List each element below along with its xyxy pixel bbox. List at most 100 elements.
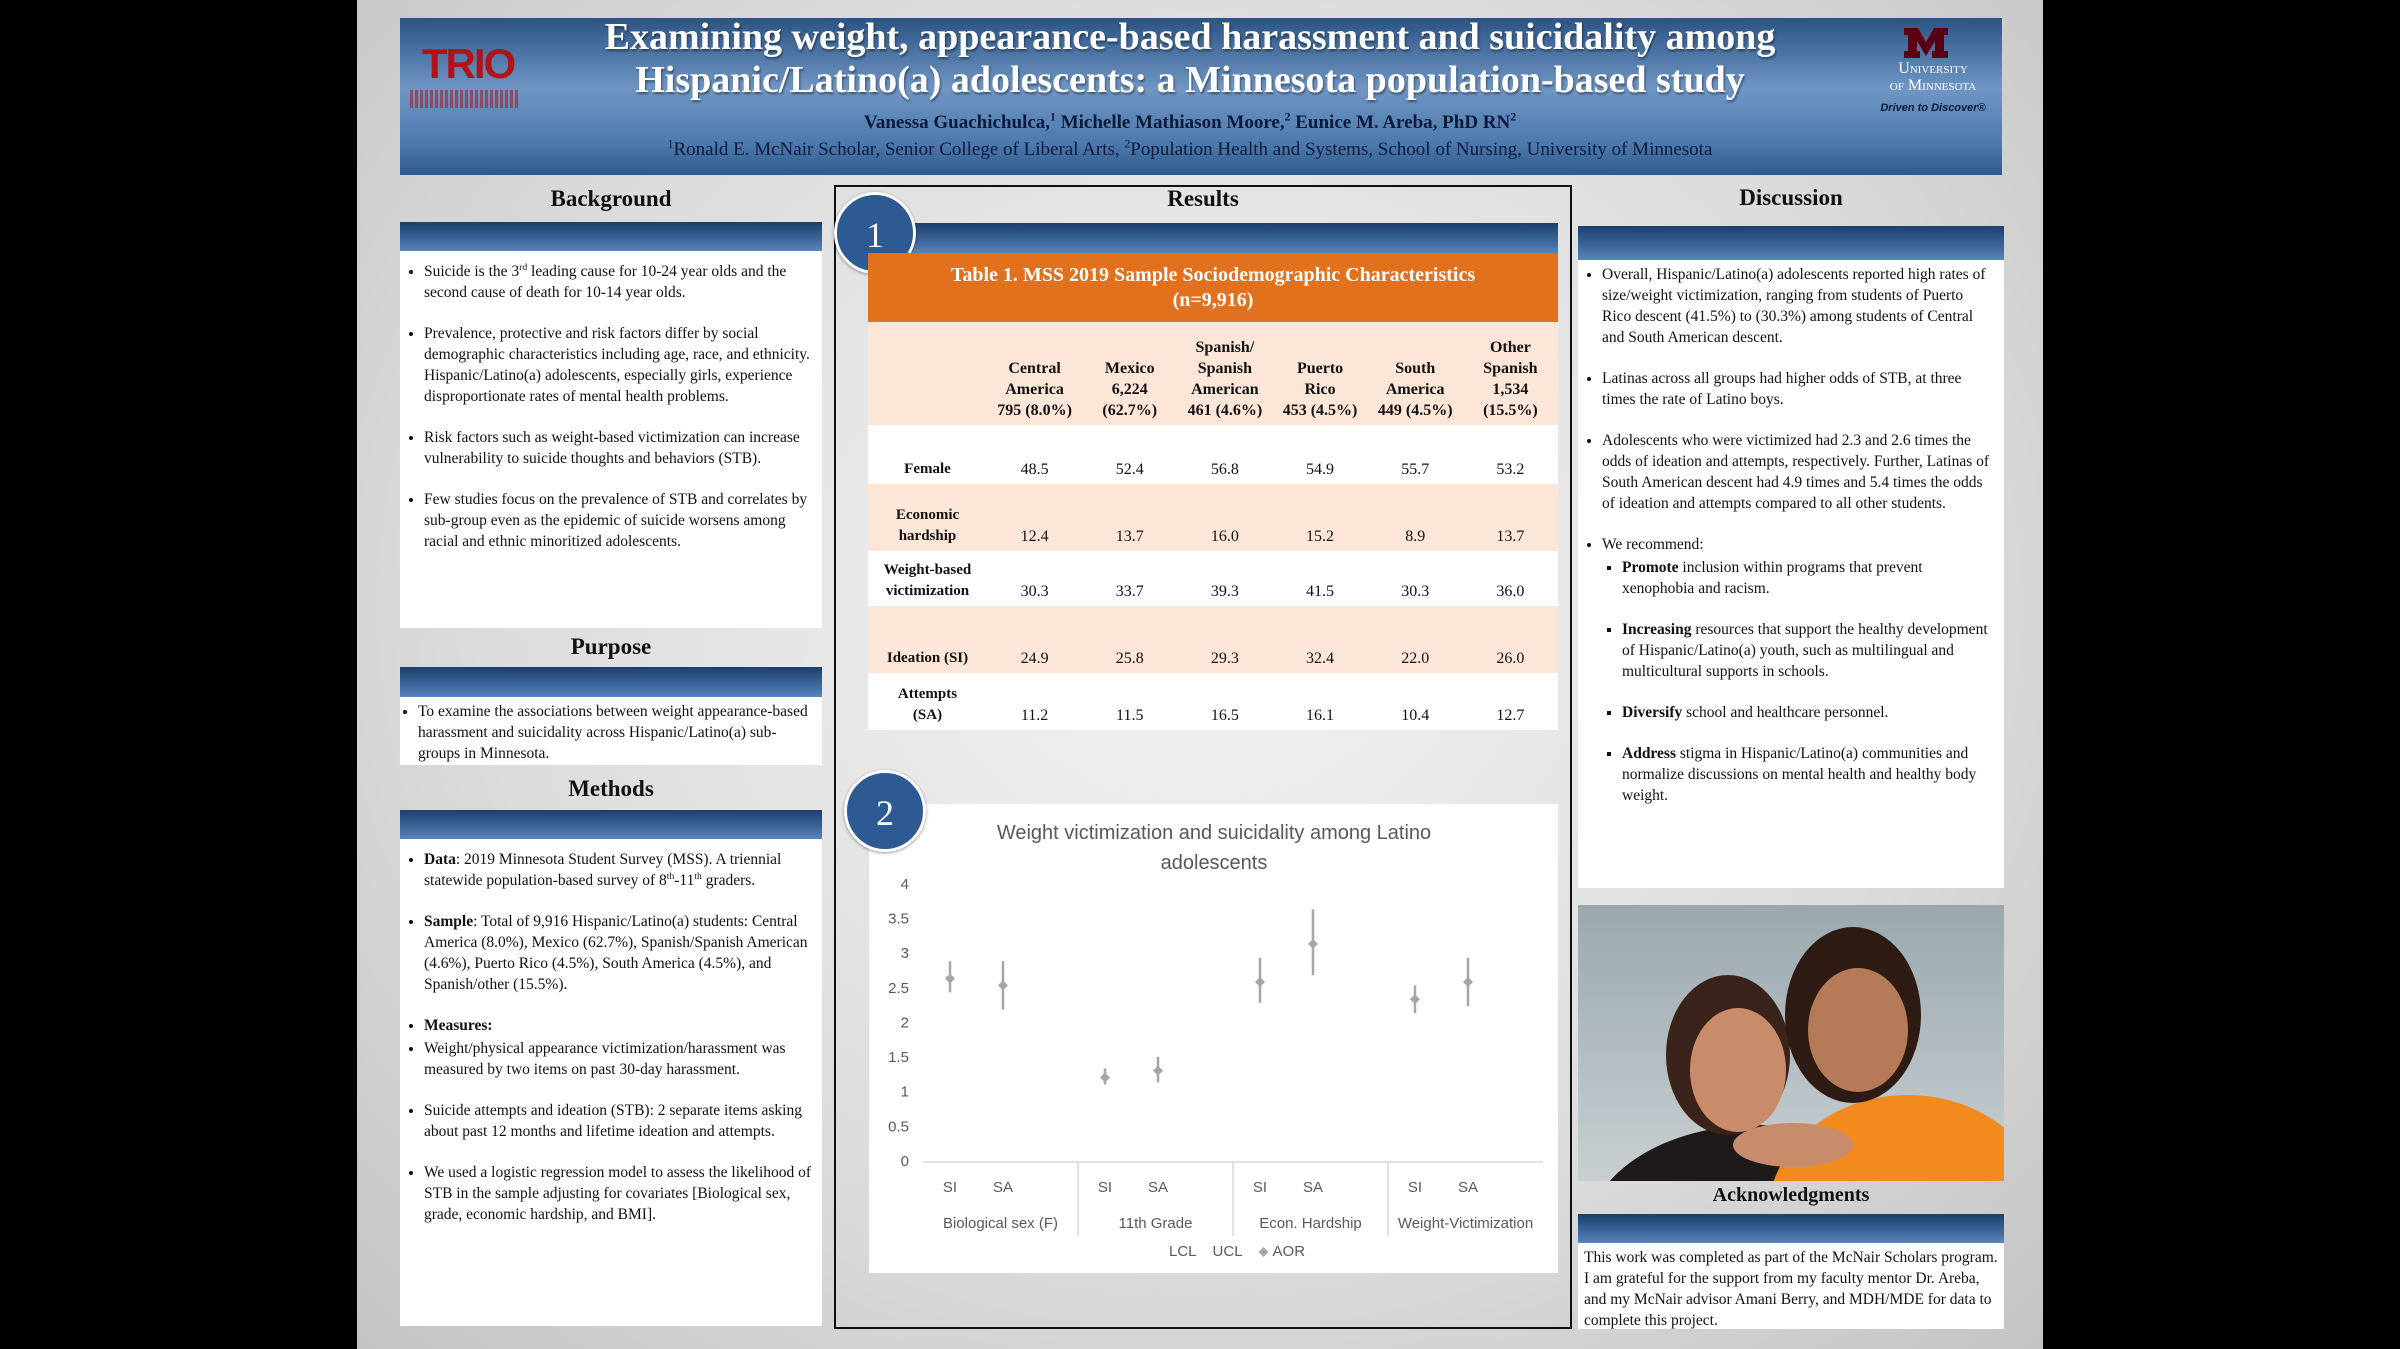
aor-marker — [1255, 976, 1265, 987]
table-cell: 13.7 — [1082, 484, 1178, 551]
text-run: Risk factors such as weight-based victim… — [424, 429, 800, 467]
text-run: resources that support the healthy devel… — [1622, 621, 1988, 680]
text-run: Overall, Hispanic/Latino(a) adolescents … — [1602, 266, 1986, 346]
photo-illustration — [1609, 927, 2004, 1181]
bullet: Prevalence, protective and risk factors … — [424, 323, 812, 407]
section-bar — [1578, 1214, 2004, 1243]
methods-box: Data: 2019 Minnesota Student Survey (MSS… — [400, 839, 822, 1326]
text-run: rd — [519, 261, 528, 273]
aor-marker — [1308, 938, 1318, 949]
row-label: Weight-based victimization — [868, 551, 987, 606]
row-label: Economic hardship — [868, 484, 987, 551]
text-run: school and healthcare personnel. — [1682, 704, 1889, 721]
section-bar — [400, 810, 822, 839]
umn-m-shape — [1904, 28, 1948, 58]
aor-marker — [945, 973, 955, 984]
table-cell: 24.9 — [987, 606, 1083, 673]
bullet: Suicide attempts and ideation (STB): 2 s… — [424, 1100, 812, 1142]
row-label: Attempts (SA) — [868, 673, 987, 730]
bullet-list: Suicide is the 3rd leading cause for 10-… — [400, 251, 822, 552]
bullet: Risk factors such as weight-based victim… — [424, 427, 812, 469]
bullet: Few studies focus on the prevalence of S… — [424, 489, 812, 552]
section-bar — [1578, 226, 2004, 260]
table-cell: 16.1 — [1272, 673, 1368, 730]
bullet-list: To examine the associations between weig… — [400, 697, 822, 764]
sub-bullet: Address stigma in Hispanic/Latino(a) com… — [1622, 743, 1990, 806]
y-tick-label: 3.5 — [888, 911, 909, 928]
table-cell: 8.9 — [1367, 484, 1463, 551]
table-row: Weight-based victimization 30.3 33.7 39.3 41… — [868, 551, 1558, 606]
authors: Vanessa Guachichulca,1 Michelle Mathiaso… — [520, 110, 1860, 134]
text-run: Promote — [1622, 559, 1679, 576]
text-run: Prevalence, protective and risk factors … — [424, 325, 810, 405]
text-run: Increasing — [1622, 621, 1692, 638]
column-header: Mexico 6,224 (62.7%) — [1082, 322, 1178, 425]
sub-bullet: Increasing resources that support the he… — [1622, 619, 1990, 682]
text-run: We recommend: — [1602, 536, 1704, 553]
text-run: Suicide is the 3 — [424, 263, 520, 280]
aor-marker — [998, 980, 1008, 991]
table-cell: 33.7 — [1082, 551, 1178, 606]
results-frame — [834, 185, 1572, 1329]
bullet: Data: 2019 Minnesota Student Survey (MSS… — [424, 849, 812, 891]
bullet: Latinas across all groups had higher odd… — [1602, 368, 1994, 410]
legend-marker — [1258, 1247, 1269, 1257]
group-label: Biological sex (F) — [943, 1215, 1058, 1232]
text-run: Diversify — [1622, 704, 1683, 721]
table-corner — [868, 322, 987, 425]
table-cell: 15.2 — [1272, 484, 1368, 551]
trio-logo-subtext — [410, 90, 520, 108]
section-heading: Methods — [568, 776, 654, 801]
photo — [1578, 905, 2004, 1181]
table-row: Ideation (SI) 24.9 25.8 29.3 32.4 22.0 26.0 — [868, 606, 1558, 673]
text-run: leading cause for 10-24 year olds and th… — [424, 263, 787, 301]
table-cell: 32.4 — [1272, 606, 1368, 673]
text-run: Latinas across all groups had higher odd… — [1602, 370, 1962, 408]
text-run: : Total of 9,916 Hispanic/Latino(a) stud… — [424, 913, 808, 993]
table-row: Economic hardship 12.4 13.7 16.0 15.2 8.9 13.7 — [868, 484, 1558, 551]
text-run: Weight/physical appearance victimization… — [424, 1040, 786, 1078]
text-run: Sample — [424, 913, 474, 930]
group-label: 11th Grade — [1119, 1215, 1193, 1232]
text-run: 2 — [1124, 137, 1131, 151]
section-bar — [868, 223, 1558, 253]
purpose-box: To examine the associations between weig… — [400, 697, 822, 765]
table-cell: 10.4 — [1367, 673, 1463, 730]
group-label: Econ. Hardship — [1259, 1215, 1362, 1232]
table-cell: 36.0 — [1462, 551, 1558, 606]
table-cell: 25.8 — [1082, 606, 1178, 673]
x-tick-label: SA — [993, 1179, 1013, 1196]
section-heading: Results — [1167, 186, 1239, 211]
table-cell: 30.3 — [987, 551, 1083, 606]
table-cell: 12.4 — [987, 484, 1083, 551]
y-tick-label: 4 — [901, 876, 909, 893]
x-tick-label: SI — [943, 1179, 957, 1196]
table-cell: 53.2 — [1462, 425, 1558, 484]
acknowledgments-box: This work was completed as part of the M… — [1578, 1243, 2004, 1329]
table-cell: 30.3 — [1367, 551, 1463, 606]
sub-bullet: Promote inclusion within programs that p… — [1622, 557, 1990, 599]
x-tick-label: SA — [1148, 1179, 1168, 1196]
table-cell: 11.5 — [1082, 673, 1178, 730]
bullet: Measures: — [424, 1015, 812, 1036]
text-run: Vanessa Guachichulca, — [863, 112, 1051, 133]
header-banner — [400, 18, 2002, 175]
bullet: Weight/physical appearance victimization… — [424, 1038, 812, 1080]
table-cell: 39.3 — [1177, 551, 1273, 606]
trio-logo: TRIO — [421, 40, 516, 87]
text-run: Ronald E. McNair Scholar, Senior College… — [673, 139, 1125, 160]
column-header: South America 449 (4.5%) — [1367, 322, 1463, 425]
y-tick-label: 1 — [901, 1084, 909, 1101]
text-run: Michelle Mathiason Moore, — [1055, 112, 1285, 133]
text-run: graders. — [701, 872, 756, 889]
text-run: 2 — [1510, 110, 1517, 124]
table-cell: 11.2 — [987, 673, 1083, 730]
section-heading: Background — [550, 186, 672, 211]
text-run: Few studies focus on the prevalence of S… — [424, 491, 808, 550]
section-badge: 2 — [844, 770, 926, 852]
column-header: Spanish/ Spanish American 461 (4.6%) — [1177, 322, 1273, 425]
legend-label: AOR — [1273, 1243, 1306, 1260]
y-tick-label: 0 — [901, 1153, 909, 1170]
y-tick-label: 2 — [901, 1014, 909, 1031]
